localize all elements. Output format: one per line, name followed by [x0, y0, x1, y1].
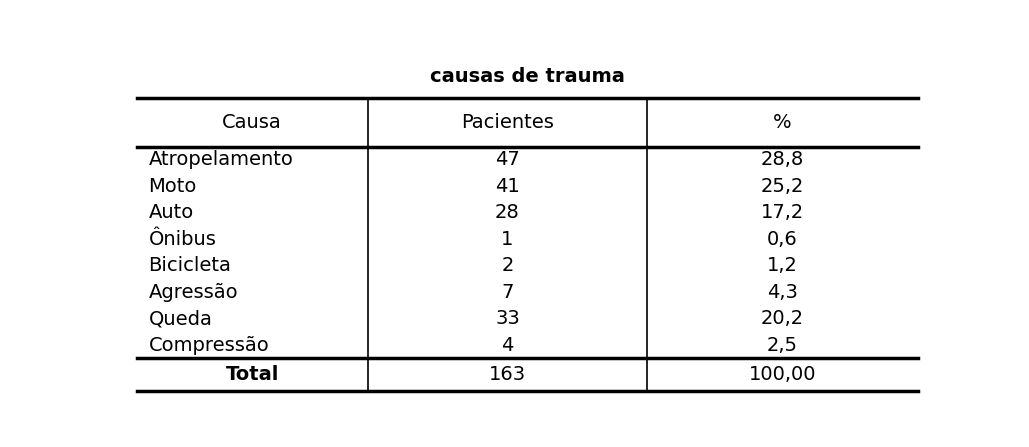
Text: 2: 2: [501, 256, 513, 275]
Text: 4: 4: [501, 336, 513, 354]
Text: 7: 7: [501, 283, 513, 302]
Text: Compressão: Compressão: [148, 336, 270, 354]
Text: Moto: Moto: [148, 177, 197, 196]
Text: Agressão: Agressão: [148, 283, 238, 302]
Text: 20,2: 20,2: [761, 309, 804, 328]
Text: 33: 33: [495, 309, 520, 328]
Text: 0,6: 0,6: [768, 230, 797, 249]
Text: %: %: [773, 113, 792, 132]
Text: 25,2: 25,2: [760, 177, 805, 196]
Text: Queda: Queda: [148, 309, 212, 328]
Text: 17,2: 17,2: [760, 203, 805, 222]
Text: 47: 47: [495, 150, 520, 169]
Text: Ônibus: Ônibus: [148, 230, 216, 249]
Text: 163: 163: [489, 365, 526, 384]
Text: Pacientes: Pacientes: [461, 113, 554, 132]
Text: 1,2: 1,2: [767, 256, 799, 275]
Text: 28: 28: [495, 203, 520, 222]
Text: Auto: Auto: [148, 203, 193, 222]
Text: Causa: Causa: [222, 113, 282, 132]
Text: 28,8: 28,8: [760, 150, 805, 169]
Text: Atropelamento: Atropelamento: [148, 150, 293, 169]
Text: 41: 41: [495, 177, 520, 196]
Text: 100,00: 100,00: [749, 365, 816, 384]
Text: 4,3: 4,3: [767, 283, 799, 302]
Text: Total: Total: [225, 365, 279, 384]
Text: causas de trauma: causas de trauma: [430, 67, 625, 86]
Text: 2,5: 2,5: [767, 336, 799, 354]
Text: 1: 1: [501, 230, 513, 249]
Text: Bicicleta: Bicicleta: [148, 256, 232, 275]
